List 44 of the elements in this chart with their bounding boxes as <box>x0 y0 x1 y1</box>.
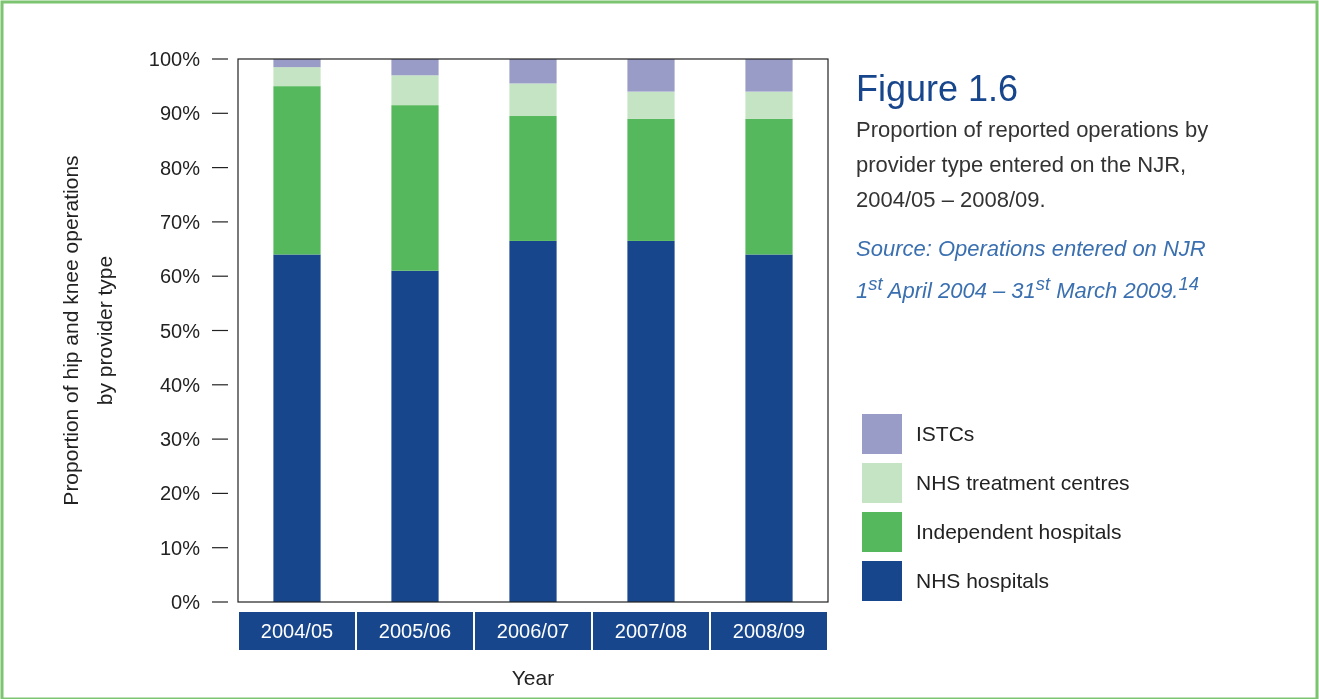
bar <box>627 91 675 119</box>
bar <box>391 270 439 602</box>
y-tick-label: 20% <box>159 482 201 505</box>
x-tick-label: 2004/05 <box>260 620 334 642</box>
y-tick-label: 0% <box>171 591 201 613</box>
y-tick-label: 100% <box>148 48 201 70</box>
bar <box>627 118 675 241</box>
y-tick-label: 30% <box>159 428 201 451</box>
x-tick-label: 2008/09 <box>732 620 806 642</box>
bar <box>509 240 557 602</box>
x-tick-label: 2007/08 <box>614 620 688 642</box>
bar <box>273 67 321 87</box>
bar <box>391 75 439 106</box>
legend-label: Independent hospitals <box>916 520 1122 544</box>
y-tick-label: 90% <box>159 102 201 125</box>
legend-label: NHS hospitals <box>916 569 1050 593</box>
text: Proportion of reported operations by provider type entered on the NJR, 2004/05 – 2008/09. <box>856 116 1210 214</box>
x-tick-label: 2005/06 <box>378 620 452 642</box>
x-tick-label: 2006/07 <box>496 620 570 642</box>
y-tick-label: 50% <box>159 319 201 342</box>
bar <box>273 86 321 255</box>
text: Figure 1.6 <box>856 67 1019 109</box>
y-tick-label: 40% <box>159 373 201 396</box>
bar <box>745 254 793 602</box>
source-note: Source: Operations entered on NJR 1$^{st}$ April 2004 – 31$^{st}$ March 2009.$^{14}$ <box>856 235 1207 306</box>
bar <box>273 254 321 602</box>
bar <box>509 59 557 84</box>
bar <box>391 59 439 76</box>
y-tick-label: 80% <box>159 156 201 179</box>
bar <box>509 83 557 117</box>
legend-label: NHS treatment centres <box>916 471 1130 495</box>
bar <box>509 116 557 241</box>
bar <box>745 118 793 255</box>
bar <box>391 105 439 271</box>
x-axis-title: Year <box>511 666 555 690</box>
legend-label: ISTCs <box>916 422 975 446</box>
y-tick-label: 60% <box>159 265 201 288</box>
y-axis-title: Proportion of hip and knee operations by provider type <box>59 155 116 506</box>
y-tick-label: 70% <box>159 210 201 233</box>
bar <box>627 240 675 602</box>
bar <box>745 59 793 92</box>
y-tick-label: 10% <box>159 536 201 559</box>
bar <box>745 91 793 119</box>
bar <box>627 59 675 92</box>
